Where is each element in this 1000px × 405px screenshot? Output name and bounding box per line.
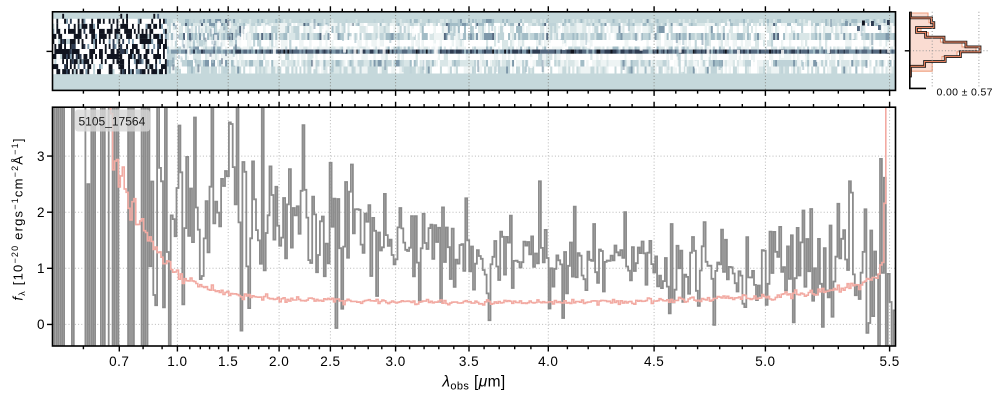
svg-text:0.7: 0.7	[109, 354, 129, 369]
svg-text:1.0: 1.0	[167, 354, 187, 369]
svg-text:λobs [μm]: λobs [μm]	[441, 374, 505, 393]
svg-text:0.00 ± 0.57: 0.00 ± 0.57	[937, 87, 993, 99]
svg-text:5105_17564: 5105_17564	[79, 115, 146, 129]
svg-text:fλ [10−20 ergs−1cm−2Å−1]: fλ [10−20 ergs−1cm−2Å−1]	[10, 137, 27, 300]
svg-text:5.5: 5.5	[879, 354, 899, 369]
svg-text:0: 0	[37, 317, 45, 332]
svg-text:2.0: 2.0	[269, 354, 289, 369]
svg-text:3: 3	[37, 149, 45, 164]
svg-text:5.0: 5.0	[755, 354, 775, 369]
svg-text:3.5: 3.5	[459, 354, 479, 369]
svg-text:2: 2	[37, 205, 45, 220]
svg-text:3.0: 3.0	[385, 354, 405, 369]
svg-text:4.0: 4.0	[538, 354, 558, 369]
svg-text:1.5: 1.5	[218, 354, 238, 369]
svg-text:4.5: 4.5	[644, 354, 664, 369]
svg-text:2.5: 2.5	[320, 354, 340, 369]
svg-text:1: 1	[37, 261, 45, 276]
